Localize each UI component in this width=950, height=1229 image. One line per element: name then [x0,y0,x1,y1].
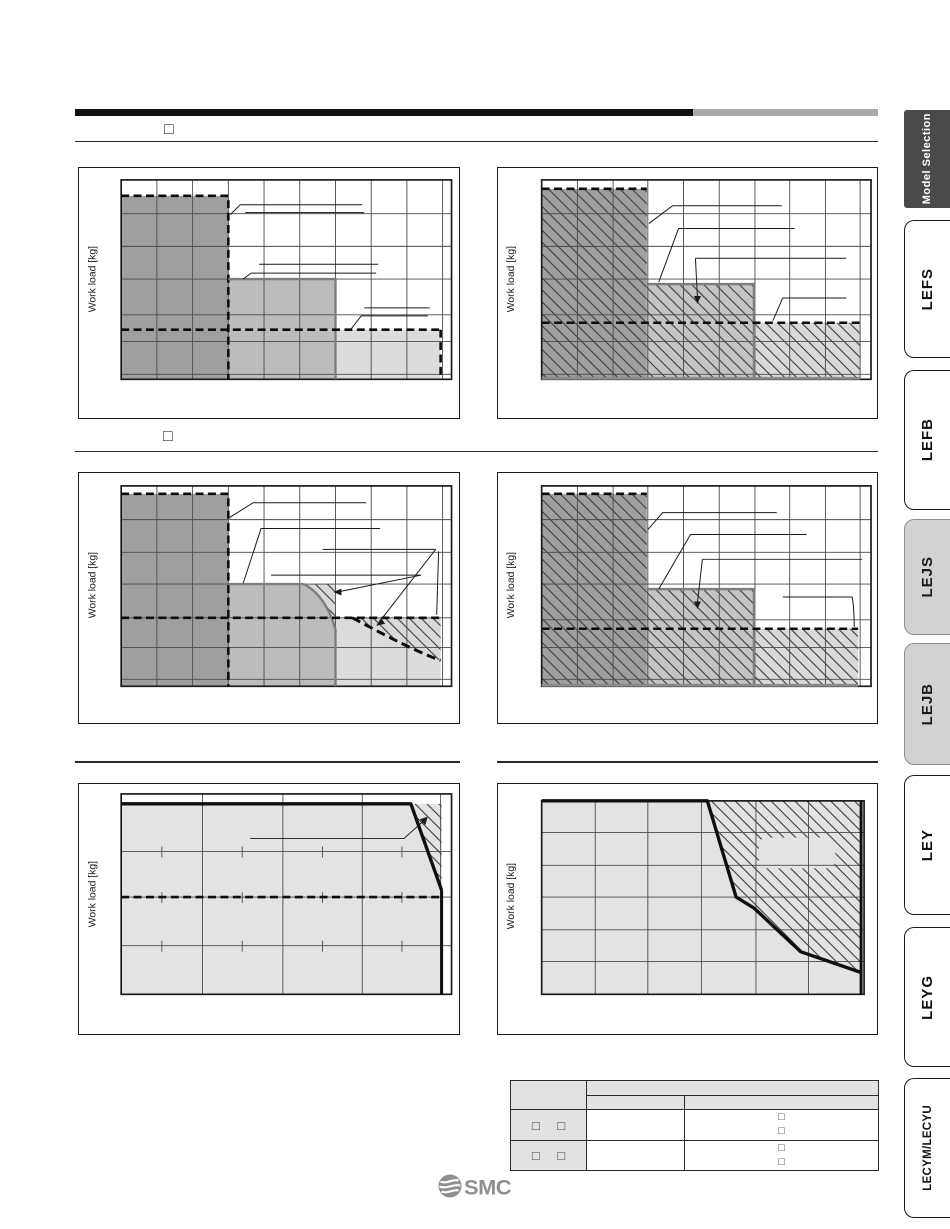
leader-lines [648,205,847,321]
workload-chart-4: Work load [kg] [497,472,878,724]
table-note-cell: □ □ [684,1109,879,1141]
region-borders [121,194,442,380]
table-value-cell [586,1140,685,1171]
divider-left [75,761,460,763]
y-axis-label: Work load [kg] [87,246,98,312]
tab-lecym-lecyu-label: LECYM/LECYU [921,1105,934,1191]
regions [121,493,441,687]
tab-lejb[interactable]: LEJB [904,643,950,765]
tab-model-selection-label: Model Selection [921,113,933,205]
tab-lefb-label: LEFB [919,418,936,462]
leader-arrow [419,816,428,826]
tab-lefs[interactable]: LEFS [904,220,950,358]
region-borders [541,187,861,380]
table-model-cell: □ □ [510,1140,587,1171]
table-row: □ □ □ □ [510,1140,879,1171]
regions [541,493,859,687]
workload-chart-5-svg: Work load [kg] [87,793,453,996]
smc-logo-svg: SMC [438,1174,512,1200]
grid [541,179,872,380]
spec-table: □ □ □ □ □ □ □ □ [510,1080,879,1171]
divider-right [497,761,878,763]
table-note-cell: □ □ [684,1140,879,1171]
tab-ley[interactable]: LEY [904,775,950,915]
leader-arrow [376,617,386,626]
table-corner-cell [510,1080,587,1110]
workload-chart-6: Work load [kg] [497,783,878,1035]
table-model-cell: □ □ [510,1109,587,1141]
section1-title-placeholder: □ [164,121,174,138]
grid [541,800,865,995]
workload-chart-2: Work load [kg] [497,167,878,419]
regions [121,803,442,995]
plot-border [120,485,453,688]
smc-logo-text: SMC [464,1176,511,1200]
tab-ley-label: LEY [919,828,936,862]
workload-chart-1-svg: Work load [kg] [87,179,453,381]
table-header-group-cell [586,1080,879,1096]
workload-chart-3-svg: Work load [kg] [87,485,453,688]
leader-lines [229,502,440,622]
smc-logo: SMC [437,1171,517,1201]
header-rule-gray [693,109,878,116]
workload-chart-6-svg: Work load [kg] [506,799,865,996]
region-borders [121,492,442,687]
smc-logo-swirls [439,1179,461,1194]
regions [121,195,441,380]
leader-lines [250,820,425,840]
tab-lefb[interactable]: LEFB [904,370,950,510]
leader-arrow [693,601,701,609]
section2-title-placeholder: □ [163,428,173,445]
workload-chart-4-svg: Work load [kg] [506,485,872,688]
table-row: □ □ □ □ [510,1109,879,1141]
tab-lejs[interactable]: LEJS [904,519,950,635]
leader-arrow [333,588,342,596]
y-axis-label: Work load [kg] [87,861,98,927]
tab-leyg[interactable]: LEYG [904,927,950,1067]
tab-leyg-label: LEYG [919,974,936,1020]
y-axis-label: Work load [kg] [87,552,98,618]
tab-lecym-lecyu[interactable]: LECYM/LECYU [904,1078,950,1218]
region-borders [121,802,444,995]
y-axis-label: Work load [kg] [506,246,517,312]
region-borders [541,492,859,687]
y-axis-label: Work load [kg] [506,552,517,618]
workload-chart-3: Work load [kg] [78,472,460,724]
workload-chart-5: Work load [kg] [78,783,460,1035]
region-borders [541,799,863,995]
leader-arrow [693,295,701,304]
leader-lines [647,512,863,627]
tab-lefs-label: LEFS [919,267,936,311]
leader-lines [229,204,430,330]
regions [541,188,861,380]
tab-lejb-label: LEJB [919,682,936,726]
plot-border [120,793,453,996]
table-value-cell [586,1109,685,1141]
table-header-cell-1 [586,1095,685,1110]
workload-chart-1: Work load [kg] [78,167,460,419]
section1-underline [75,141,878,143]
workload-chart-2-svg: Work load [kg] [506,179,872,381]
tab-lejs-label: LEJS [919,556,936,598]
y-axis-label: Work load [kg] [506,863,517,929]
tab-model-selection[interactable]: Model Selection [904,110,950,208]
plot-border [120,179,453,381]
label-placeholder-box [758,837,836,869]
table-header-cell-2 [684,1095,879,1110]
header-rule-black [75,109,693,116]
section2-underline [75,451,878,453]
grid [541,485,872,687]
